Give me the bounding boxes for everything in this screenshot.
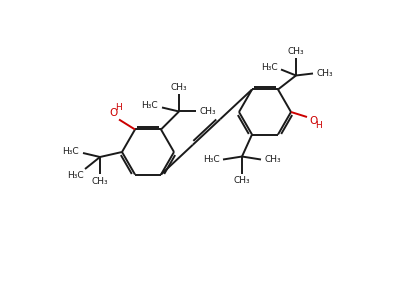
Text: H: H xyxy=(115,103,121,112)
Text: CH₃: CH₃ xyxy=(317,69,333,78)
Text: O: O xyxy=(309,116,317,126)
Text: CH₃: CH₃ xyxy=(200,107,216,116)
Text: O: O xyxy=(109,109,117,118)
Text: H: H xyxy=(316,122,322,130)
Text: CH₃: CH₃ xyxy=(92,176,108,185)
Text: H₃C: H₃C xyxy=(67,170,83,179)
Text: H₃C: H₃C xyxy=(141,101,157,110)
Text: CH₃: CH₃ xyxy=(288,47,304,56)
Text: CH₃: CH₃ xyxy=(234,176,250,185)
Text: H₃C: H₃C xyxy=(62,148,78,157)
Text: CH₃: CH₃ xyxy=(265,155,281,164)
Text: CH₃: CH₃ xyxy=(171,83,187,92)
Text: H₃C: H₃C xyxy=(261,63,277,72)
Text: H₃C: H₃C xyxy=(203,155,219,164)
